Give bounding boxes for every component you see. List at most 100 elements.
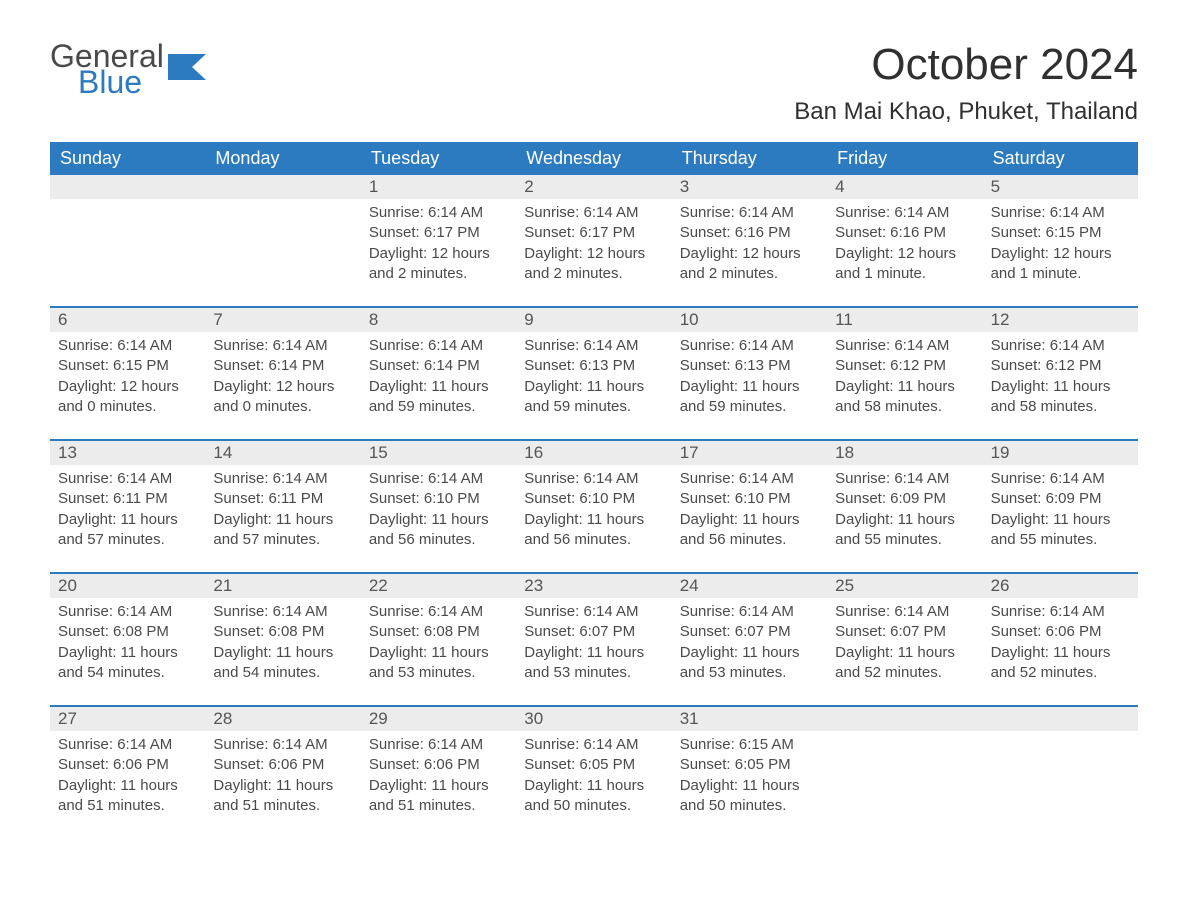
daylight: Daylight: 11 hours and 54 minutes. <box>58 643 197 684</box>
week-row: 20Sunrise: 6:14 AMSunset: 6:08 PMDayligh… <box>50 572 1138 693</box>
day-number: 26 <box>983 574 1138 598</box>
sunset: Sunset: 6:10 PM <box>680 489 819 509</box>
day-number: 2 <box>516 175 671 199</box>
location: Ban Mai Khao, Phuket, Thailand <box>794 98 1138 126</box>
day-cell: 15Sunrise: 6:14 AMSunset: 6:10 PMDayligh… <box>361 441 516 560</box>
header: General Blue October 2024 Ban Mai Khao, … <box>50 40 1138 126</box>
day-number: 10 <box>672 308 827 332</box>
day-detail: Sunrise: 6:14 AMSunset: 6:12 PMDaylight:… <box>991 336 1130 417</box>
day-detail: Sunrise: 6:14 AMSunset: 6:11 PMDaylight:… <box>213 469 352 550</box>
day-cell: 27Sunrise: 6:14 AMSunset: 6:06 PMDayligh… <box>50 707 205 826</box>
sunset: Sunset: 6:12 PM <box>991 356 1130 376</box>
daylight: Daylight: 11 hours and 56 minutes. <box>680 510 819 551</box>
day-cell: 28Sunrise: 6:14 AMSunset: 6:06 PMDayligh… <box>205 707 360 826</box>
day-header-row: SundayMondayTuesdayWednesdayThursdayFrid… <box>50 142 1138 175</box>
day-detail: Sunrise: 6:14 AMSunset: 6:05 PMDaylight:… <box>524 735 663 816</box>
daylight: Daylight: 12 hours and 0 minutes. <box>213 377 352 418</box>
day-number: 14 <box>205 441 360 465</box>
day-cell: 23Sunrise: 6:14 AMSunset: 6:07 PMDayligh… <box>516 574 671 693</box>
day-number: 21 <box>205 574 360 598</box>
sunset: Sunset: 6:10 PM <box>369 489 508 509</box>
day-cell: 30Sunrise: 6:14 AMSunset: 6:05 PMDayligh… <box>516 707 671 826</box>
daylight: Daylight: 12 hours and 0 minutes. <box>58 377 197 418</box>
daylight: Daylight: 12 hours and 2 minutes. <box>369 244 508 285</box>
day-cell: 2Sunrise: 6:14 AMSunset: 6:17 PMDaylight… <box>516 175 671 294</box>
daylight: Daylight: 11 hours and 50 minutes. <box>524 776 663 817</box>
day-cell: 11Sunrise: 6:14 AMSunset: 6:12 PMDayligh… <box>827 308 982 427</box>
day-cell: 19Sunrise: 6:14 AMSunset: 6:09 PMDayligh… <box>983 441 1138 560</box>
day-number: 25 <box>827 574 982 598</box>
daylight: Daylight: 11 hours and 55 minutes. <box>991 510 1130 551</box>
day-number: 8 <box>361 308 516 332</box>
day-number: 24 <box>672 574 827 598</box>
day-detail: Sunrise: 6:14 AMSunset: 6:14 PMDaylight:… <box>369 336 508 417</box>
sunrise: Sunrise: 6:14 AM <box>369 735 508 755</box>
day-number: 18 <box>827 441 982 465</box>
sunset: Sunset: 6:05 PM <box>680 755 819 775</box>
sunset: Sunset: 6:14 PM <box>369 356 508 376</box>
day-number: 16 <box>516 441 671 465</box>
day-number: 1 <box>361 175 516 199</box>
day-cell <box>983 707 1138 826</box>
sunset: Sunset: 6:05 PM <box>524 755 663 775</box>
day-detail: Sunrise: 6:14 AMSunset: 6:07 PMDaylight:… <box>680 602 819 683</box>
daylight: Daylight: 11 hours and 56 minutes. <box>369 510 508 551</box>
daylight: Daylight: 11 hours and 59 minutes. <box>524 377 663 418</box>
day-cell: 10Sunrise: 6:14 AMSunset: 6:13 PMDayligh… <box>672 308 827 427</box>
daylight: Daylight: 12 hours and 2 minutes. <box>680 244 819 285</box>
day-header-cell: Thursday <box>672 142 827 175</box>
sunset: Sunset: 6:07 PM <box>524 622 663 642</box>
sunset: Sunset: 6:13 PM <box>524 356 663 376</box>
sunrise: Sunrise: 6:14 AM <box>369 602 508 622</box>
sunset: Sunset: 6:12 PM <box>835 356 974 376</box>
day-detail: Sunrise: 6:14 AMSunset: 6:08 PMDaylight:… <box>213 602 352 683</box>
day-cell: 24 Sunrise: 6:14 AMSunset: 6:07 PMDayligh… <box>672 574 827 693</box>
day-cell <box>50 175 205 294</box>
sunset: Sunset: 6:13 PM <box>680 356 819 376</box>
sunrise: Sunrise: 6:14 AM <box>835 469 974 489</box>
sunrise: Sunrise: 6:14 AM <box>58 602 197 622</box>
day-detail: Sunrise: 6:15 AMSunset: 6:05 PMDaylight:… <box>680 735 819 816</box>
day-number: 6 <box>50 308 205 332</box>
sunrise: Sunrise: 6:14 AM <box>58 469 197 489</box>
day-cell: 16Sunrise: 6:14 AMSunset: 6:10 PMDayligh… <box>516 441 671 560</box>
daylight: Daylight: 11 hours and 51 minutes. <box>213 776 352 817</box>
daylight: Daylight: 11 hours and 59 minutes. <box>680 377 819 418</box>
day-detail: Sunrise: 6:14 AMSunset: 6:15 PMDaylight:… <box>991 203 1130 284</box>
day-number: 15 <box>361 441 516 465</box>
day-cell: 20Sunrise: 6:14 AMSunset: 6:08 PMDayligh… <box>50 574 205 693</box>
daylight: Daylight: 11 hours and 53 minutes. <box>369 643 508 684</box>
day-cell: 31Sunrise: 6:15 AMSunset: 6:05 PMDayligh… <box>672 707 827 826</box>
day-header-cell: Saturday <box>983 142 1138 175</box>
week-row: 1 Sunrise: 6:14 AMSunset: 6:17 PMDaylight… <box>50 175 1138 294</box>
sunset: Sunset: 6:11 PM <box>58 489 197 509</box>
day-detail: Sunrise: 6:14 AMSunset: 6:09 PMDaylight:… <box>835 469 974 550</box>
daylight: Daylight: 11 hours and 55 minutes. <box>835 510 974 551</box>
sunset: Sunset: 6:09 PM <box>835 489 974 509</box>
sunrise: Sunrise: 6:14 AM <box>369 336 508 356</box>
daylight: Daylight: 11 hours and 57 minutes. <box>58 510 197 551</box>
day-detail: Sunrise: 6:14 AMSunset: 6:06 PMDaylight:… <box>213 735 352 816</box>
sunset: Sunset: 6:10 PM <box>524 489 663 509</box>
sunset: Sunset: 6:08 PM <box>213 622 352 642</box>
day-cell: 17Sunrise: 6:14 AMSunset: 6:10 PMDayligh… <box>672 441 827 560</box>
day-cell <box>827 707 982 826</box>
sunrise: Sunrise: 6:14 AM <box>680 469 819 489</box>
day-number: 9 <box>516 308 671 332</box>
day-cell: 14 Sunrise: 6:14 AMSunset: 6:11 PMDayligh… <box>205 441 360 560</box>
day-detail: Sunrise: 6:14 AMSunset: 6:07 PMDaylight:… <box>835 602 974 683</box>
sunrise: Sunrise: 6:14 AM <box>58 336 197 356</box>
day-cell: 26 Sunrise: 6:14 AMSunset: 6:06 PMDayligh… <box>983 574 1138 693</box>
sunrise: Sunrise: 6:14 AM <box>213 469 352 489</box>
day-cell: 29Sunrise: 6:14 AMSunset: 6:06 PMDayligh… <box>361 707 516 826</box>
sunset: Sunset: 6:15 PM <box>991 223 1130 243</box>
sunrise: Sunrise: 6:14 AM <box>524 735 663 755</box>
sunrise: Sunrise: 6:14 AM <box>524 336 663 356</box>
day-detail: Sunrise: 6:14 AMSunset: 6:17 PMDaylight:… <box>369 203 508 284</box>
day-detail: Sunrise: 6:14 AMSunset: 6:08 PMDaylight:… <box>369 602 508 683</box>
sunrise: Sunrise: 6:14 AM <box>213 336 352 356</box>
day-detail: Sunrise: 6:14 AMSunset: 6:06 PMDaylight:… <box>991 602 1130 683</box>
day-cell: 8 Sunrise: 6:14 AMSunset: 6:14 PMDaylight… <box>361 308 516 427</box>
sunset: Sunset: 6:15 PM <box>58 356 197 376</box>
day-number: 22 <box>361 574 516 598</box>
